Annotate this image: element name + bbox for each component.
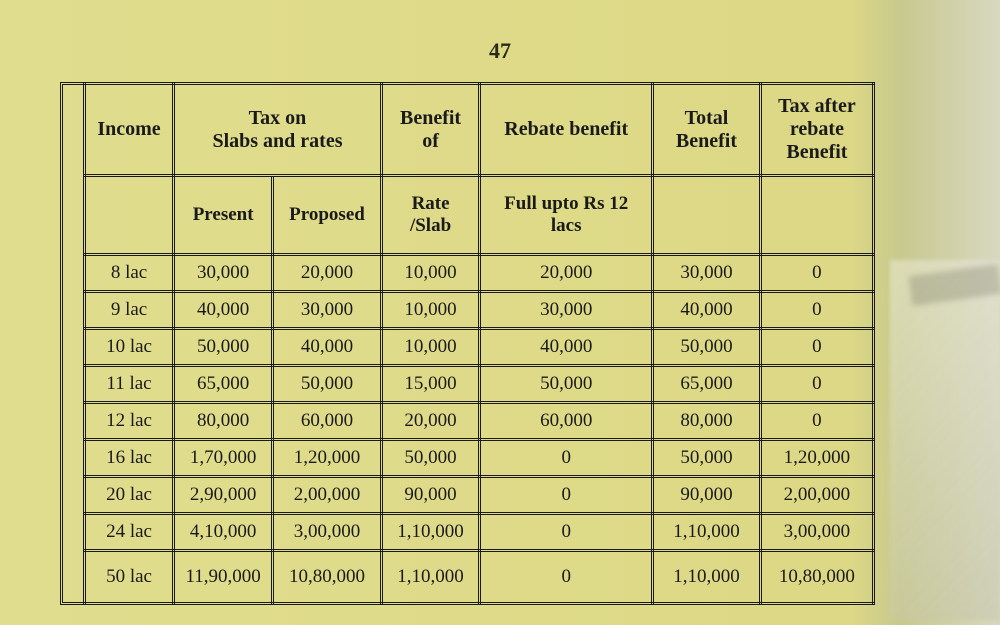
cell-rebate: 0 xyxy=(480,514,653,551)
cell-present: 4,10,000 xyxy=(174,514,273,551)
cell-total_benefit: 90,000 xyxy=(653,477,761,514)
cell-rebate: 0 xyxy=(480,551,653,604)
table-row: 12 lac80,00060,00020,00060,00080,0000 xyxy=(84,403,873,440)
cell-present: 2,90,000 xyxy=(174,477,273,514)
cell-present: 65,000 xyxy=(174,366,273,403)
cell-rate_slab: 20,000 xyxy=(381,403,479,440)
subheader-proposed: Proposed xyxy=(273,176,382,255)
cell-total_benefit: 40,000 xyxy=(653,292,761,329)
subheader-blank-income xyxy=(84,176,173,255)
cell-total_benefit: 1,10,000 xyxy=(653,514,761,551)
cell-proposed: 30,000 xyxy=(273,292,382,329)
table-row: 8 lac30,00020,00010,00020,00030,0000 xyxy=(84,255,873,292)
col-header-tax-after-rebate: Tax afterrebateBenefit xyxy=(760,84,873,176)
cell-present: 40,000 xyxy=(174,292,273,329)
cell-rate_slab: 1,10,000 xyxy=(381,514,479,551)
cell-tax_after: 10,80,000 xyxy=(760,551,873,604)
cell-proposed: 10,80,000 xyxy=(273,551,382,604)
cell-tax_after: 0 xyxy=(760,403,873,440)
cell-total_benefit: 65,000 xyxy=(653,366,761,403)
cell-rate_slab: 90,000 xyxy=(381,477,479,514)
cell-present: 11,90,000 xyxy=(174,551,273,604)
cell-income: 12 lac xyxy=(84,403,173,440)
table-row: 10 lac50,00040,00010,00040,00050,0000 xyxy=(84,329,873,366)
table-body: 8 lac30,00020,00010,00020,00030,00009 la… xyxy=(84,255,873,604)
cell-income: 20 lac xyxy=(84,477,173,514)
cell-tax_after: 0 xyxy=(760,255,873,292)
cell-rate_slab: 1,10,000 xyxy=(381,551,479,604)
cell-income: 8 lac xyxy=(84,255,173,292)
cell-tax_after: 1,20,000 xyxy=(760,440,873,477)
subheader-blank-after xyxy=(760,176,873,255)
cell-income: 24 lac xyxy=(84,514,173,551)
cell-proposed: 3,00,000 xyxy=(273,514,382,551)
cell-rebate: 0 xyxy=(480,440,653,477)
cell-tax_after: 3,00,000 xyxy=(760,514,873,551)
cell-total_benefit: 30,000 xyxy=(653,255,761,292)
cell-rebate: 20,000 xyxy=(480,255,653,292)
table-left-margin-cell xyxy=(60,82,83,605)
cell-income: 16 lac xyxy=(84,440,173,477)
cell-present: 30,000 xyxy=(174,255,273,292)
cell-rebate: 40,000 xyxy=(480,329,653,366)
cell-present: 80,000 xyxy=(174,403,273,440)
cell-tax_after: 0 xyxy=(760,329,873,366)
cell-total_benefit: 50,000 xyxy=(653,440,761,477)
table-row: 24 lac4,10,0003,00,0001,10,00001,10,0003… xyxy=(84,514,873,551)
cell-income: 10 lac xyxy=(84,329,173,366)
cell-rebate: 50,000 xyxy=(480,366,653,403)
tax-table-container: Income Tax onSlabs and rates Benefitof R… xyxy=(60,82,875,605)
table-header-row-2: Present Proposed Rate/Slab Full upto Rs … xyxy=(84,176,873,255)
cell-proposed: 1,20,000 xyxy=(273,440,382,477)
cell-tax_after: 2,00,000 xyxy=(760,477,873,514)
cell-tax_after: 0 xyxy=(760,366,873,403)
cell-rate_slab: 10,000 xyxy=(381,329,479,366)
cell-tax_after: 0 xyxy=(760,292,873,329)
subheader-present: Present xyxy=(174,176,273,255)
cell-rate_slab: 15,000 xyxy=(381,366,479,403)
col-header-tax-on-slabs: Tax onSlabs and rates xyxy=(174,84,382,176)
table-header-row-1: Income Tax onSlabs and rates Benefitof R… xyxy=(84,84,873,176)
cell-proposed: 20,000 xyxy=(273,255,382,292)
cell-rebate: 60,000 xyxy=(480,403,653,440)
cell-proposed: 50,000 xyxy=(273,366,382,403)
subheader-rate-slab: Rate/Slab xyxy=(381,176,479,255)
cell-proposed: 60,000 xyxy=(273,403,382,440)
cell-income: 11 lac xyxy=(84,366,173,403)
cell-total_benefit: 80,000 xyxy=(653,403,761,440)
col-header-benefit-of: Benefitof xyxy=(381,84,479,176)
background-decoration xyxy=(890,260,1000,620)
page-number: 47 xyxy=(0,0,1000,82)
subheader-blank-total xyxy=(653,176,761,255)
cell-present: 50,000 xyxy=(174,329,273,366)
cell-income: 9 lac xyxy=(84,292,173,329)
table-row: 20 lac2,90,0002,00,00090,000090,0002,00,… xyxy=(84,477,873,514)
cell-rebate: 30,000 xyxy=(480,292,653,329)
col-header-rebate-benefit: Rebate benefit xyxy=(480,84,653,176)
tax-benefit-table: Income Tax onSlabs and rates Benefitof R… xyxy=(83,82,875,605)
background-decoration-stripe xyxy=(908,264,1000,306)
subheader-full-upto: Full upto Rs 12lacs xyxy=(480,176,653,255)
cell-rate_slab: 10,000 xyxy=(381,292,479,329)
table-row: 50 lac11,90,00010,80,0001,10,00001,10,00… xyxy=(84,551,873,604)
cell-present: 1,70,000 xyxy=(174,440,273,477)
col-header-total-benefit: TotalBenefit xyxy=(653,84,761,176)
table-row: 16 lac1,70,0001,20,00050,000050,0001,20,… xyxy=(84,440,873,477)
cell-income: 50 lac xyxy=(84,551,173,604)
cell-rate_slab: 10,000 xyxy=(381,255,479,292)
cell-rate_slab: 50,000 xyxy=(381,440,479,477)
table-row: 11 lac65,00050,00015,00050,00065,0000 xyxy=(84,366,873,403)
table-row: 9 lac40,00030,00010,00030,00040,0000 xyxy=(84,292,873,329)
col-header-income: Income xyxy=(84,84,173,176)
cell-proposed: 2,00,000 xyxy=(273,477,382,514)
cell-rebate: 0 xyxy=(480,477,653,514)
cell-total_benefit: 50,000 xyxy=(653,329,761,366)
cell-proposed: 40,000 xyxy=(273,329,382,366)
cell-total_benefit: 1,10,000 xyxy=(653,551,761,604)
